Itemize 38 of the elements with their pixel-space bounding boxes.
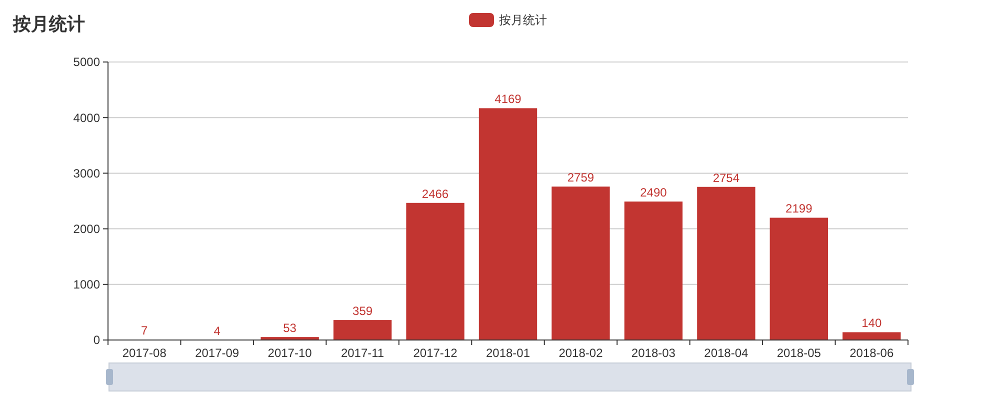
y-tick-label: 3000 — [73, 166, 100, 180]
x-tick-label: 2018-04 — [704, 346, 749, 360]
bar — [697, 186, 756, 340]
y-tick-label: 0 — [93, 333, 100, 348]
x-tick-label: 2018-01 — [486, 346, 530, 360]
bar — [406, 202, 464, 340]
y-tick-label: 1000 — [73, 278, 100, 292]
x-tick-label: 2017-12 — [413, 346, 458, 360]
data-label: 2759 — [567, 170, 594, 185]
data-label: 2466 — [422, 186, 449, 201]
x-tick-label: 2018-06 — [850, 346, 894, 360]
chart-title: 按月统计 — [12, 14, 85, 34]
bar — [478, 108, 538, 340]
y-tick-label: 4000 — [73, 110, 100, 125]
x-tick-label: 2017-11 — [340, 346, 384, 360]
x-tick-label: 2017-09 — [195, 346, 240, 360]
legend-label: 按月统计 — [499, 13, 547, 28]
bar — [770, 218, 828, 340]
x-tick-label: 2018-03 — [631, 346, 676, 360]
bar — [333, 320, 392, 340]
data-label: 359 — [352, 304, 373, 318]
data-label: 140 — [862, 316, 882, 330]
data-label: 53 — [283, 321, 297, 336]
x-tick-label: 2017-10 — [268, 346, 312, 360]
bar — [842, 332, 901, 340]
y-tick-label: 2000 — [73, 222, 100, 236]
x-tick-label: 2017-08 — [122, 346, 167, 360]
data-label: 4 — [214, 324, 221, 338]
x-tick-label: 2018-05 — [776, 346, 822, 360]
x-tick-label: 2018-02 — [558, 346, 604, 360]
bar — [624, 202, 683, 340]
data-label: 2754 — [712, 170, 740, 185]
y-tick-label: 5000 — [73, 55, 100, 70]
data-label: 2490 — [640, 186, 668, 200]
data-label: 4169 — [494, 92, 522, 106]
bar — [552, 186, 610, 340]
data-label: 2199 — [786, 202, 813, 216]
data-label: 7 — [141, 324, 148, 338]
